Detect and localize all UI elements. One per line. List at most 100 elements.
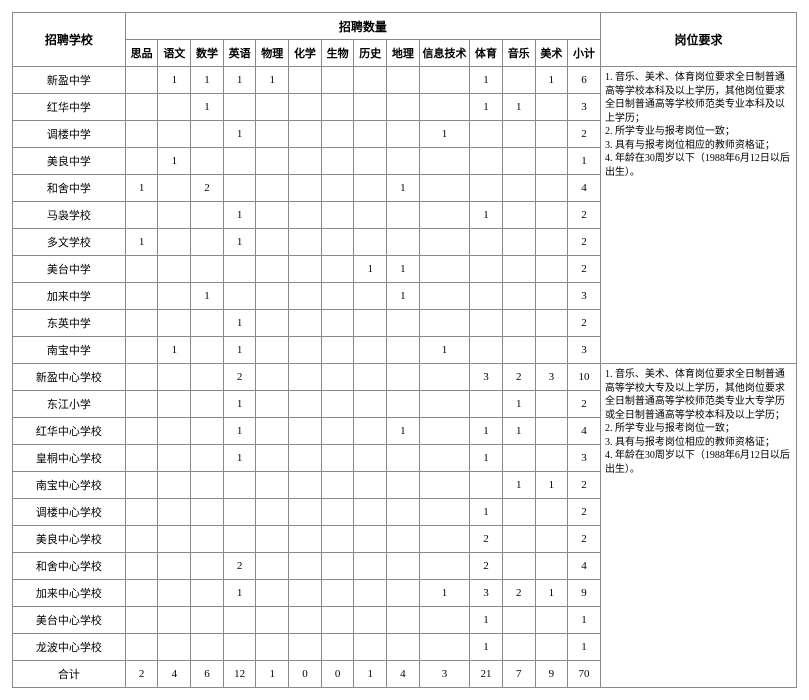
- value-cell: 2: [568, 256, 601, 283]
- value-cell: [223, 472, 256, 499]
- value-cell: [289, 418, 322, 445]
- value-cell: [289, 337, 322, 364]
- value-cell: [321, 472, 354, 499]
- value-cell: 1: [223, 229, 256, 256]
- value-cell: 2: [568, 499, 601, 526]
- total-cell: 12: [223, 661, 256, 688]
- value-cell: 3: [568, 283, 601, 310]
- value-cell: [289, 553, 322, 580]
- total-cell: 3: [419, 661, 469, 688]
- value-cell: 1: [223, 580, 256, 607]
- value-cell: 1: [223, 310, 256, 337]
- value-cell: [191, 607, 224, 634]
- value-cell: [289, 175, 322, 202]
- value-cell: [289, 148, 322, 175]
- value-cell: [191, 229, 224, 256]
- value-cell: [387, 202, 420, 229]
- requirements-group-1: 1. 音乐、美术、体育岗位要求全日制普通高等学校本科及以上学历，其他岗位要求全日…: [600, 67, 796, 364]
- value-cell: [387, 229, 420, 256]
- value-cell: [535, 607, 568, 634]
- school-cell: 龙波中心学校: [13, 634, 126, 661]
- value-cell: [125, 418, 158, 445]
- value-cell: [354, 526, 387, 553]
- value-cell: 1: [470, 445, 503, 472]
- value-cell: [223, 499, 256, 526]
- value-cell: [354, 472, 387, 499]
- value-cell: [289, 634, 322, 661]
- value-cell: [419, 148, 469, 175]
- value-cell: [387, 634, 420, 661]
- school-cell: 美良中心学校: [13, 526, 126, 553]
- value-cell: [191, 121, 224, 148]
- school-cell: 和舍中心学校: [13, 553, 126, 580]
- value-cell: [289, 310, 322, 337]
- value-cell: 2: [568, 391, 601, 418]
- value-cell: [321, 256, 354, 283]
- value-cell: [387, 67, 420, 94]
- value-cell: 1: [223, 337, 256, 364]
- value-cell: [419, 310, 469, 337]
- value-cell: [125, 94, 158, 121]
- header-col-5: 化学: [289, 40, 322, 67]
- value-cell: [502, 499, 535, 526]
- school-cell: 加来中学: [13, 283, 126, 310]
- value-cell: [256, 256, 289, 283]
- value-cell: 1: [223, 121, 256, 148]
- value-cell: [256, 283, 289, 310]
- value-cell: [191, 472, 224, 499]
- value-cell: [158, 580, 191, 607]
- value-cell: 2: [568, 472, 601, 499]
- value-cell: 1: [470, 202, 503, 229]
- value-cell: [387, 472, 420, 499]
- school-cell: 新盈中学: [13, 67, 126, 94]
- value-cell: [354, 229, 387, 256]
- value-cell: [387, 364, 420, 391]
- total-cell: 70: [568, 661, 601, 688]
- value-cell: [535, 553, 568, 580]
- value-cell: [354, 175, 387, 202]
- value-cell: 1: [158, 148, 191, 175]
- value-cell: [419, 94, 469, 121]
- value-cell: [354, 337, 387, 364]
- value-cell: 2: [223, 553, 256, 580]
- header-col-10: 体育: [470, 40, 503, 67]
- value-cell: [387, 121, 420, 148]
- value-cell: [125, 148, 158, 175]
- value-cell: 1: [158, 67, 191, 94]
- value-cell: 1: [387, 283, 420, 310]
- value-cell: [354, 634, 387, 661]
- value-cell: [289, 472, 322, 499]
- value-cell: [158, 445, 191, 472]
- value-cell: [158, 202, 191, 229]
- value-cell: [502, 175, 535, 202]
- school-cell: 多文学校: [13, 229, 126, 256]
- value-cell: [289, 94, 322, 121]
- value-cell: [321, 499, 354, 526]
- school-cell: 红华中心学校: [13, 418, 126, 445]
- value-cell: [125, 391, 158, 418]
- total-cell: 2: [125, 661, 158, 688]
- value-cell: [502, 202, 535, 229]
- total-cell: 9: [535, 661, 568, 688]
- value-cell: [321, 445, 354, 472]
- value-cell: 1: [125, 229, 158, 256]
- value-cell: [321, 580, 354, 607]
- value-cell: [321, 202, 354, 229]
- header-col-2: 数学: [191, 40, 224, 67]
- value-cell: [125, 634, 158, 661]
- value-cell: [419, 445, 469, 472]
- recruitment-table: 招聘学校 招聘数量 岗位要求 思品语文数学英语物理化学生物历史地理信息技术体育音…: [12, 12, 797, 688]
- value-cell: [191, 418, 224, 445]
- value-cell: [354, 310, 387, 337]
- value-cell: [289, 580, 322, 607]
- value-cell: [223, 607, 256, 634]
- value-cell: [289, 499, 322, 526]
- value-cell: [256, 418, 289, 445]
- value-cell: [256, 472, 289, 499]
- total-cell: 7: [502, 661, 535, 688]
- value-cell: [321, 418, 354, 445]
- value-cell: 1: [470, 418, 503, 445]
- value-cell: [419, 256, 469, 283]
- value-cell: [256, 526, 289, 553]
- value-cell: 1: [387, 256, 420, 283]
